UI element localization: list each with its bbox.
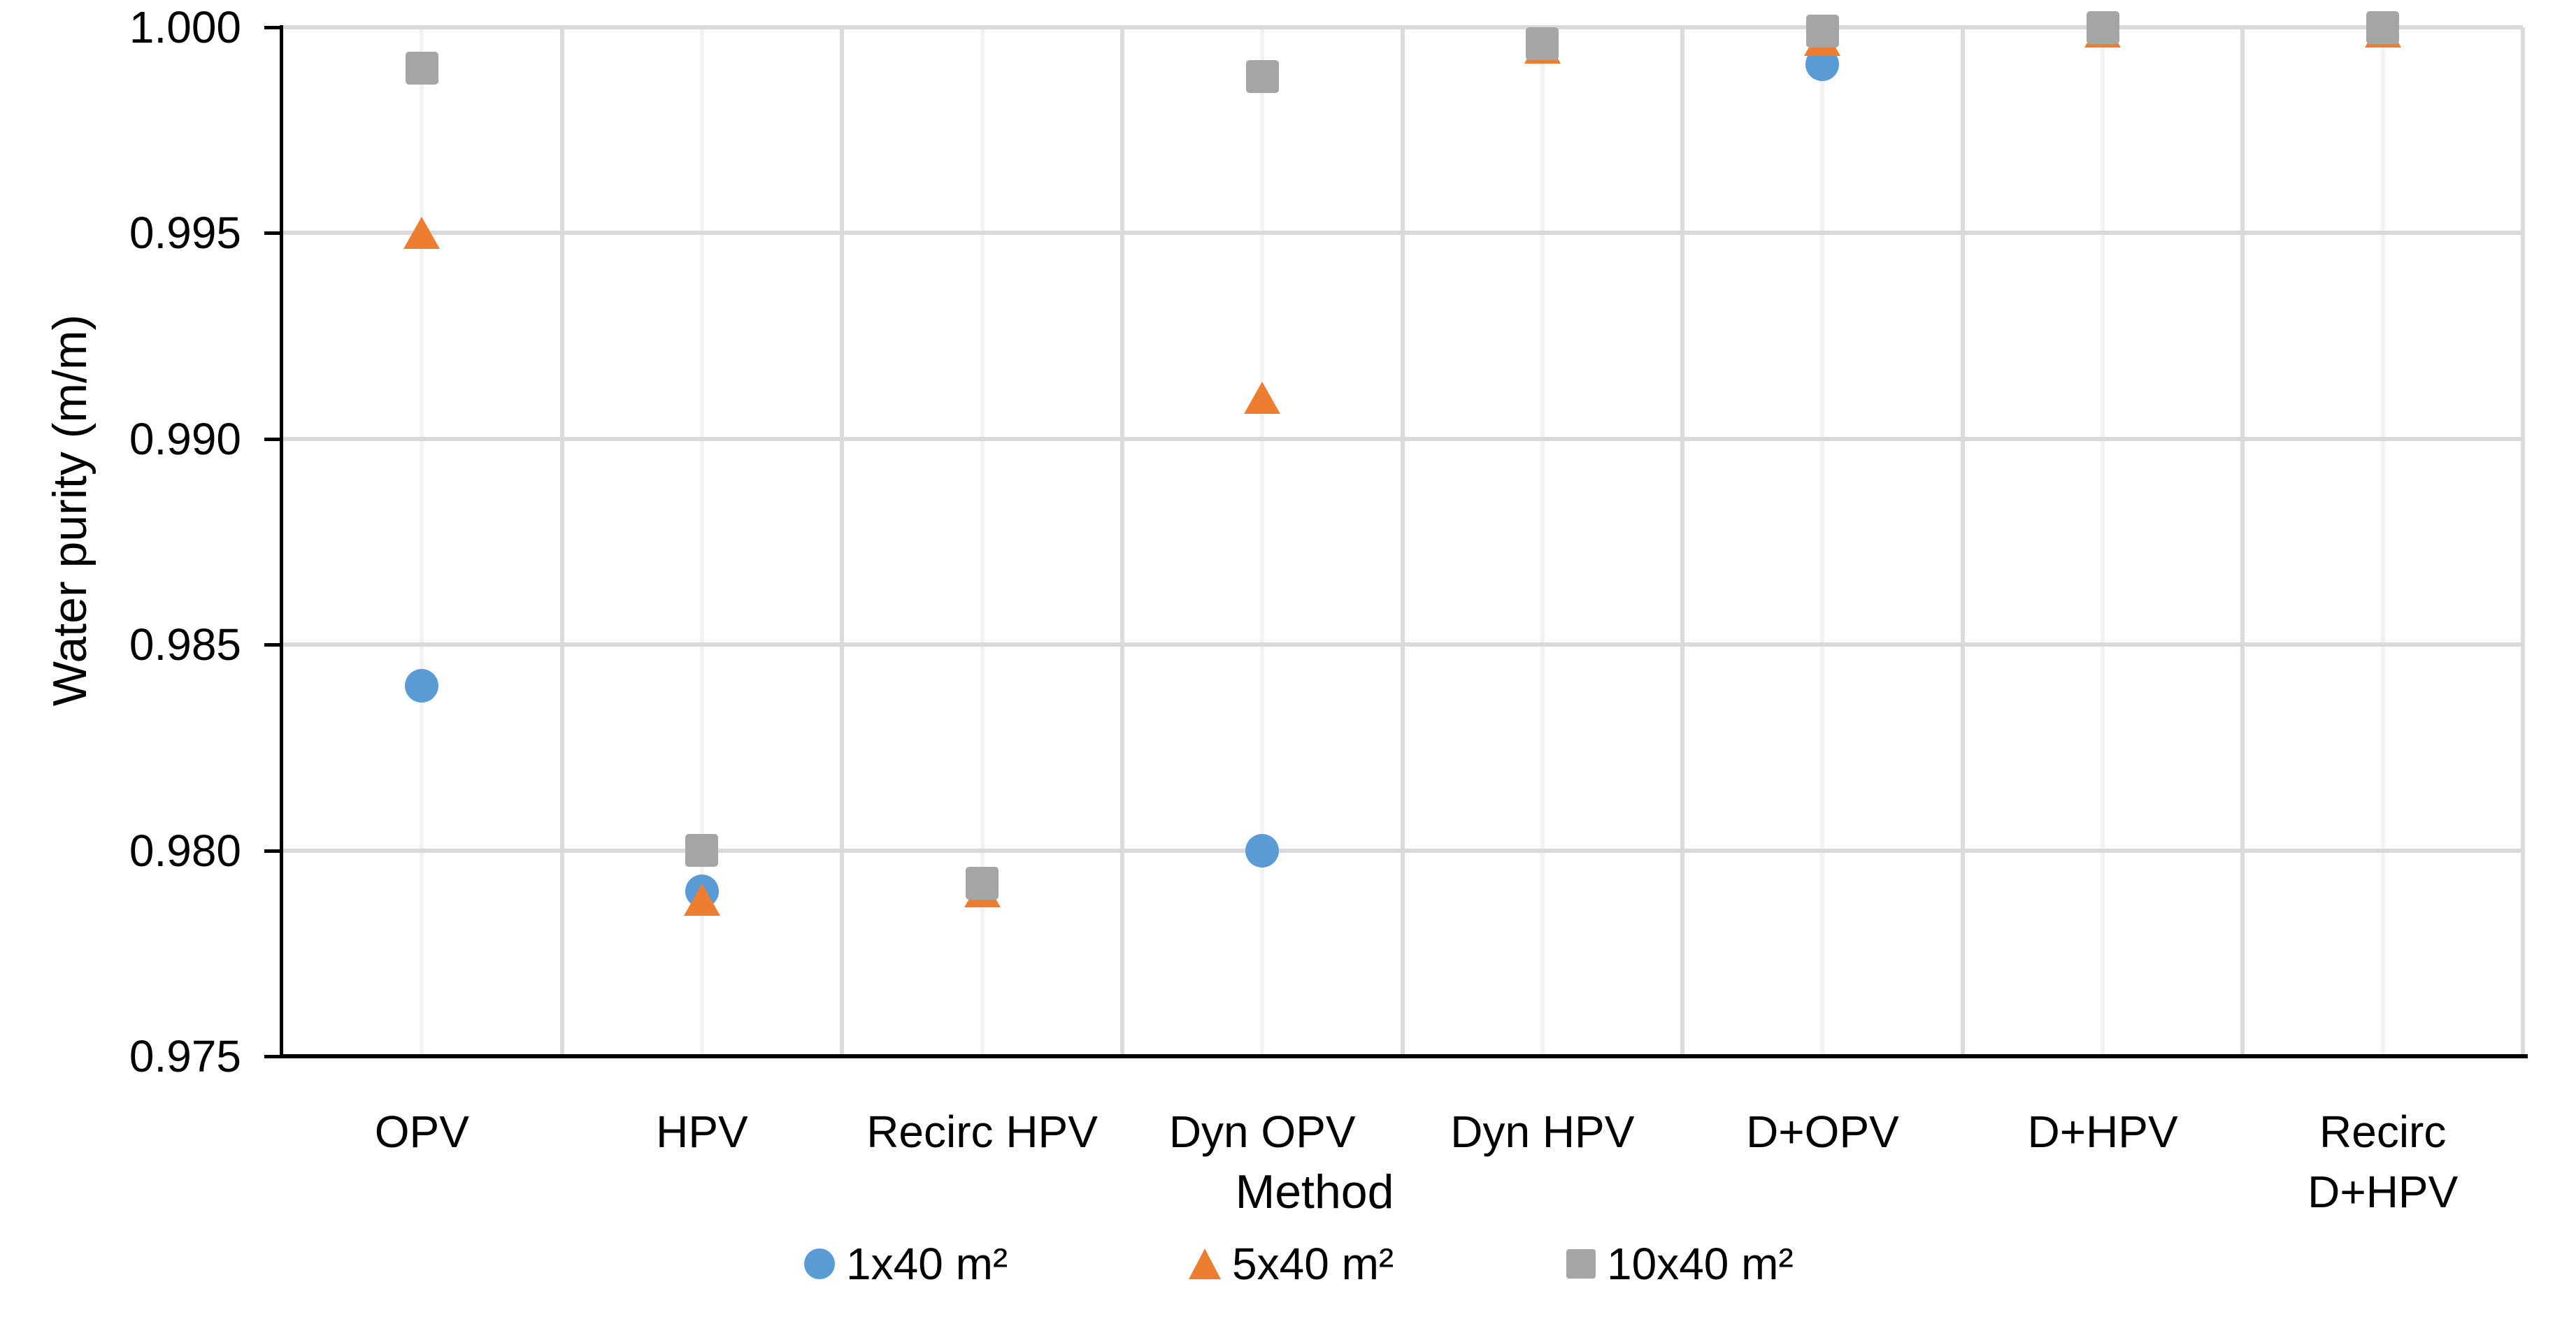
x-axis-label-d-opv: D+OPV — [1746, 1107, 1899, 1157]
legend-circle-icon — [804, 1248, 835, 1279]
gridline-horizontal — [282, 231, 2523, 236]
gridline-vertical-boundary — [559, 27, 564, 1056]
y-axis-tick — [264, 437, 282, 441]
x-axis-label-d-hpv: D+HPV — [2027, 1107, 2178, 1157]
legend-label: 5x40 m² — [1232, 1239, 1394, 1289]
legend-triangle-icon — [1189, 1248, 1221, 1279]
gridline-vertical-minor — [980, 27, 985, 1056]
x-axis-label-opv: OPV — [374, 1107, 469, 1157]
y-axis-tick-label: 0.985 — [129, 619, 241, 670]
marker-5x40-m-opv — [403, 217, 441, 250]
marker-10x40-m-recirc-hpv — [966, 867, 999, 900]
gridline-vertical-minor — [2380, 27, 2385, 1056]
gridline-vertical-minor — [2101, 27, 2105, 1056]
marker-10x40-m-opv — [405, 52, 438, 85]
gridline-vertical-minor — [1540, 27, 1545, 1056]
y-axis-tick — [264, 1055, 282, 1058]
legend-label: 10x40 m² — [1607, 1239, 1794, 1289]
marker-10x40-m-d-hpv — [2086, 10, 2119, 44]
gridline-vertical-boundary — [1400, 27, 1405, 1056]
gridline-vertical-boundary — [840, 27, 845, 1056]
gridline-vertical-boundary — [1119, 27, 1124, 1056]
y-axis-tick-label: 0.980 — [129, 825, 241, 876]
gridline-vertical-minor — [1260, 27, 1265, 1056]
y-axis-tick — [264, 231, 282, 236]
legend-item-10x40-m: 10x40 m² — [1566, 1239, 1794, 1289]
gridline-vertical-boundary — [1960, 27, 1965, 1056]
marker-1x40-m-dyn-opv — [1245, 833, 1280, 868]
marker-10x40-m-dyn-opv — [1245, 60, 1279, 94]
y-axis-tick-label: 0.990 — [129, 413, 241, 464]
x-axis-label-hpv: HPV — [656, 1107, 748, 1157]
legend-item-5x40-m: 5x40 m² — [1189, 1239, 1394, 1289]
x-axis-title: Method — [1235, 1165, 1394, 1218]
marker-1x40-m-opv — [405, 669, 439, 703]
y-axis-tick-label: 1.000 — [129, 2, 241, 52]
x-axis-label-recirc-hpv: Recirc HPV — [866, 1107, 1098, 1157]
gridline-horizontal — [282, 25, 2523, 29]
x-axis-label-dyn-opv: Dyn OPV — [1168, 1107, 1356, 1157]
marker-5x40-m-hpv — [683, 884, 720, 916]
y-axis-tick-label: 0.975 — [129, 1031, 241, 1081]
gridline-vertical-minor — [420, 27, 424, 1056]
marker-10x40-m-recirc-d-hpv — [2366, 10, 2400, 44]
x-axis-line — [280, 1054, 2528, 1058]
gridline-vertical-boundary — [2521, 27, 2525, 1056]
legend-item-1x40-m: 1x40 m² — [804, 1239, 1008, 1289]
marker-10x40-m-hpv — [685, 834, 719, 868]
x-axis-label-dyn-hpv: Dyn HPV — [1450, 1107, 1635, 1157]
marker-10x40-m-d-opv — [1805, 15, 1839, 48]
legend-label: 1x40 m² — [846, 1239, 1008, 1289]
y-axis-tick — [264, 26, 282, 29]
legend-square-icon — [1566, 1249, 1596, 1279]
marker-5x40-m-dyn-opv — [1244, 381, 1281, 414]
marker-10x40-m-dyn-hpv — [1526, 27, 1559, 61]
y-axis-line — [280, 25, 283, 1058]
gridline-vertical-boundary — [2240, 27, 2245, 1056]
gridline-horizontal — [282, 848, 2523, 853]
gridline-horizontal — [282, 642, 2523, 647]
gridline-vertical-minor — [699, 27, 704, 1056]
y-axis-tick — [264, 849, 282, 853]
x-axis-label-recirc-d-hpv: Recirc D+HPV — [2307, 1107, 2459, 1217]
gridline-vertical-boundary — [1680, 27, 1685, 1056]
y-axis-tick — [264, 643, 282, 647]
gridline-horizontal — [282, 436, 2523, 441]
gridline-vertical-minor — [1820, 27, 1825, 1056]
y-axis-tick-label: 0.995 — [129, 208, 241, 259]
